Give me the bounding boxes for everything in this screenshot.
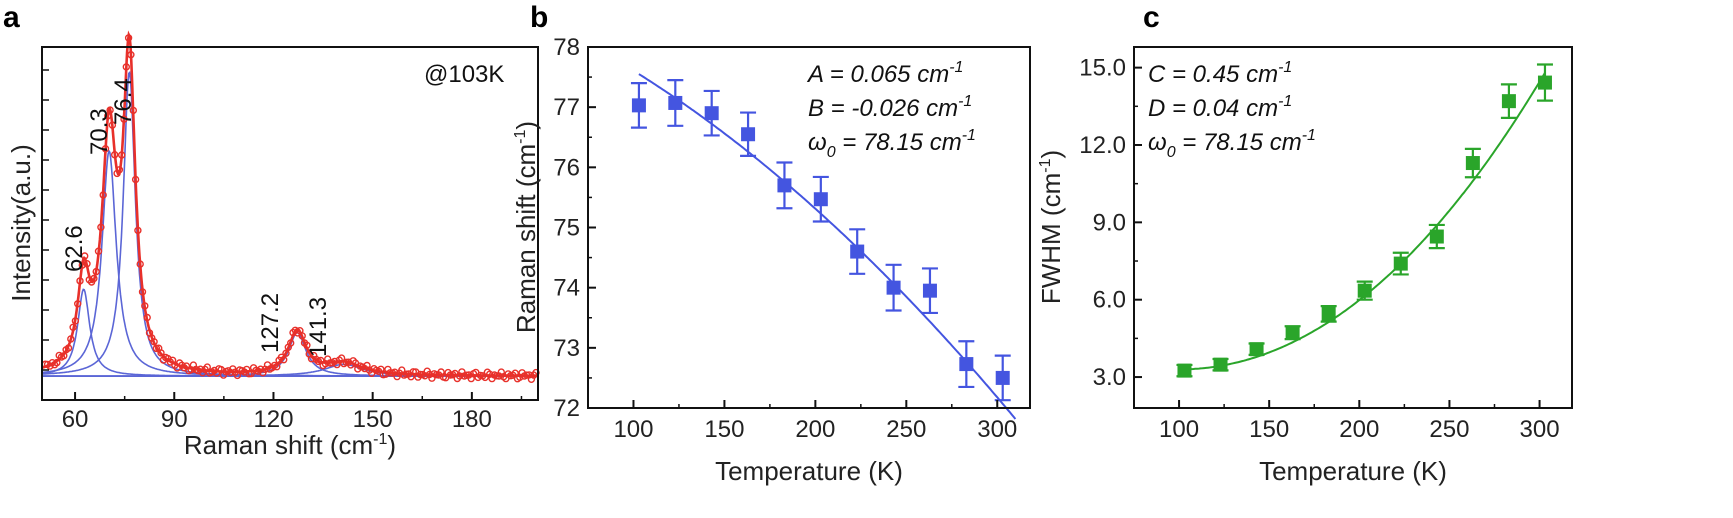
fit-curve bbox=[638, 73, 1017, 420]
y-tick-label: 73 bbox=[553, 335, 580, 362]
y-tick-label: 78 bbox=[553, 34, 580, 61]
equation-w0: ω0 = 78.15 cm-1 bbox=[808, 127, 976, 161]
data-point bbox=[850, 244, 865, 259]
data-point bbox=[668, 95, 683, 110]
data-point bbox=[777, 178, 792, 193]
x-tick-label: 200 bbox=[1339, 416, 1379, 443]
raman-shift-plot-area bbox=[630, 73, 1017, 420]
data-point bbox=[631, 98, 646, 113]
data-point bbox=[922, 283, 937, 298]
panel-label-a: a bbox=[3, 1, 20, 34]
data-point bbox=[1537, 75, 1552, 90]
peak-label: 127.2 bbox=[257, 293, 284, 353]
y-tick-label: 72 bbox=[553, 395, 580, 422]
spectrum-plot-area bbox=[41, 30, 540, 383]
peak-labels: 62.6 70.376.4 127.2 141.3 bbox=[61, 78, 332, 357]
equation-b: B = -0.026 cm-1 bbox=[808, 93, 972, 122]
cumulative-fit-line bbox=[41, 30, 538, 377]
equation-d: D = 0.04 cm-1 bbox=[1148, 93, 1292, 122]
fwhm-frame bbox=[1133, 46, 1573, 409]
panel-label-b: b bbox=[530, 1, 548, 34]
data-point bbox=[1393, 256, 1408, 271]
equation-a: A = 0.065 cm-1 bbox=[806, 59, 963, 88]
data-point bbox=[813, 192, 828, 207]
peak-label: 76.4 bbox=[110, 78, 137, 125]
raman-shift-y-axis-title: Raman shift (cm-1) bbox=[511, 121, 541, 333]
raman-shift-ticks: 100 150 200 250 300 72 73 74 75 76 77 78 bbox=[553, 34, 1017, 443]
x-tick-label: 90 bbox=[161, 406, 188, 433]
y-tick-label: 15.0 bbox=[1079, 55, 1126, 82]
raman-shift-panel: 100 150 200 250 300 72 73 74 75 76 77 78 A = 0.065 … bbox=[511, 34, 1031, 486]
x-tick-label: 200 bbox=[795, 416, 835, 443]
peak-label: 62.6 bbox=[61, 225, 88, 272]
spectrum-panel: 60 90 120 150 180 @103K 62.6 70.376.4 127.2 141… bbox=[6, 30, 540, 460]
data-point bbox=[1177, 363, 1192, 378]
x-tick-label: 100 bbox=[1159, 416, 1199, 443]
data-point bbox=[1501, 94, 1516, 109]
spectrum-y-axis-title: Intensity(a.u.) bbox=[6, 144, 36, 302]
spectrum-frame bbox=[41, 46, 539, 401]
temperature-label: @103K bbox=[424, 61, 504, 88]
spectrum-x-axis-title: Raman shift (cm-1) bbox=[184, 430, 396, 460]
raman-shift-x-axis-title: Temperature (K) bbox=[715, 456, 903, 486]
x-tick-label: 300 bbox=[1520, 416, 1560, 443]
data-point bbox=[741, 127, 756, 142]
data-point bbox=[886, 280, 901, 295]
data-point bbox=[1429, 229, 1444, 244]
equation-w0-c: ω0 = 78.15 cm-1 bbox=[1148, 127, 1316, 161]
y-tick-label: 74 bbox=[553, 275, 580, 302]
fwhm-ticks: 100 150 200 250 300 3.0 6.0 9.0 12.0 15.0 bbox=[1079, 55, 1559, 443]
peak-label: 141.3 bbox=[305, 297, 332, 357]
peak-label: 70.3 bbox=[86, 108, 113, 155]
data-point bbox=[1285, 325, 1300, 340]
x-tick-label: 180 bbox=[452, 406, 492, 433]
y-tick-label: 75 bbox=[553, 215, 580, 242]
fwhm-plot-area bbox=[1176, 63, 1553, 378]
fwhm-x-axis-title: Temperature (K) bbox=[1259, 456, 1447, 486]
data-point bbox=[959, 357, 974, 372]
y-tick-label: 76 bbox=[553, 154, 580, 181]
data-point bbox=[1465, 156, 1480, 171]
fwhm-panel: 100 150 200 250 300 3.0 6.0 9.0 12.0 15.0 C = 0.4… bbox=[1036, 46, 1573, 486]
data-point bbox=[704, 106, 719, 121]
fwhm-equations: C = 0.45 cm-1 D = 0.04 cm-1 ω0 = 78.15 c… bbox=[1148, 59, 1316, 161]
data-point bbox=[1321, 306, 1336, 321]
data-point bbox=[995, 370, 1010, 385]
data-point bbox=[1357, 283, 1372, 298]
y-tick-label: 9.0 bbox=[1093, 209, 1126, 236]
spectrum-x-ticks: 60 90 120 150 180 bbox=[42, 69, 523, 433]
raman-shift-equations: A = 0.065 cm-1 B = -0.026 cm-1 ω0 = 78.1… bbox=[806, 59, 976, 161]
x-tick-label: 250 bbox=[1429, 416, 1469, 443]
x-tick-label: 150 bbox=[1249, 416, 1289, 443]
data-point bbox=[1213, 357, 1228, 372]
x-tick-label: 300 bbox=[977, 416, 1017, 443]
data-point bbox=[1249, 342, 1264, 357]
x-tick-label: 150 bbox=[353, 406, 393, 433]
equation-c: C = 0.45 cm-1 bbox=[1148, 59, 1292, 88]
data-point bbox=[157, 349, 165, 357]
panel-label-c: c bbox=[1143, 1, 1160, 34]
y-tick-label: 6.0 bbox=[1093, 287, 1126, 314]
x-tick-label: 250 bbox=[886, 416, 926, 443]
x-tick-label: 120 bbox=[253, 406, 293, 433]
y-tick-label: 12.0 bbox=[1079, 132, 1126, 159]
y-tick-label: 3.0 bbox=[1093, 364, 1126, 391]
x-tick-label: 60 bbox=[62, 406, 89, 433]
fwhm-y-axis-title: FWHM (cm-1) bbox=[1036, 150, 1066, 304]
y-tick-label: 77 bbox=[553, 94, 580, 121]
x-tick-label: 100 bbox=[613, 416, 653, 443]
x-tick-label: 150 bbox=[704, 416, 744, 443]
